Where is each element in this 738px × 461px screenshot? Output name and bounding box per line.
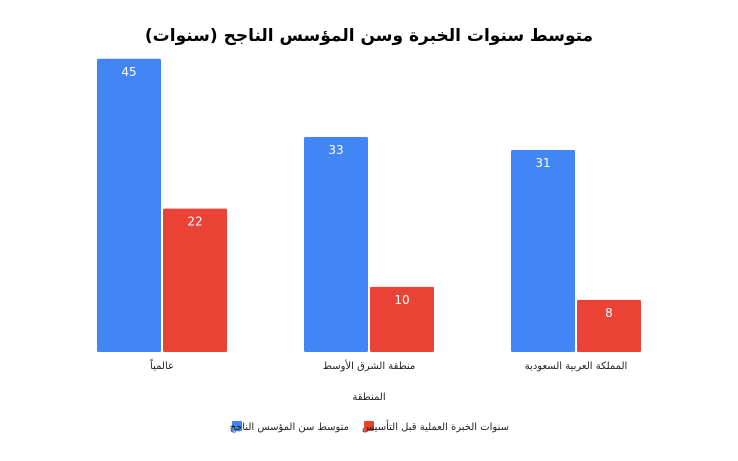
- bar-s0-c1: [304, 136, 368, 352]
- bars-group: [97, 58, 641, 352]
- data-label: 33: [328, 143, 343, 157]
- x-tick-label: المملكة العربية السعودية: [525, 361, 628, 372]
- data-labels-group: 45 22 33 10 31 8: [121, 65, 612, 320]
- data-label: 31: [535, 156, 550, 170]
- x-tick-labels: عالمياً منطقة الشرق الأوسط المملكة العربية…: [150, 358, 627, 372]
- x-tick-label: عالمياً: [150, 358, 174, 372]
- x-tick-label: منطقة الشرق الأوسط: [323, 359, 416, 372]
- chart-title: متوسط سنوات الخبرة وسن المؤسس الناجح (سن…: [145, 26, 593, 46]
- legend-label-1: سنوات الخبرة العملية قبل التأسيس: [362, 419, 509, 433]
- legend-label-0: متوسط سن المؤسس الناجح: [230, 422, 349, 433]
- bar-s1-c0: [163, 208, 227, 352]
- data-label: 22: [187, 215, 202, 229]
- legend-swatch-0: [232, 421, 242, 431]
- data-label: 8: [605, 306, 613, 320]
- legend: متوسط سن المؤسس الناجح سنوات الخبرة العمل…: [230, 419, 509, 433]
- data-label: 45: [121, 65, 136, 79]
- bar-s0-c0: [97, 58, 161, 352]
- x-axis-title: المنطقة: [352, 392, 385, 403]
- bar-s0-c2: [511, 150, 575, 352]
- bar-s1-c1: [370, 286, 434, 352]
- legend-swatch-1: [364, 421, 374, 431]
- bar-s1-c2: [577, 299, 641, 352]
- data-label: 10: [394, 293, 409, 307]
